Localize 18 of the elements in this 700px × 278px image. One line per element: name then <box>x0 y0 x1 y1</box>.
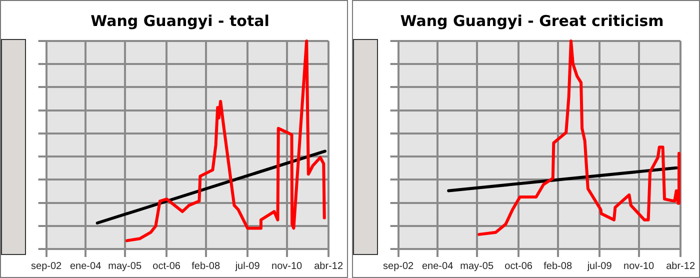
chart-title: Wang Guangyi - total <box>90 12 270 30</box>
x-tick-label: oct-06 <box>504 260 533 272</box>
x-tick-label: may-05 <box>460 260 494 272</box>
x-tick-label: abr-12 <box>666 260 696 272</box>
x-tick-label: feb-08 <box>192 260 220 272</box>
x-tick-label: nov-10 <box>624 260 655 272</box>
x-tick-label: ene-04 <box>422 260 454 272</box>
x-tick-label: may-05 <box>108 260 142 272</box>
x-tick-label: jul-09 <box>234 260 260 272</box>
x-tick-label: feb-08 <box>544 260 572 272</box>
x-tick-label: jul-09 <box>586 260 612 272</box>
chart-title: Wang Guangyi - Great criticism <box>400 12 664 30</box>
x-tick-label: ene-04 <box>70 260 102 272</box>
x-tick-label: sep-02 <box>31 260 62 272</box>
x-tick-label: nov-10 <box>272 260 303 272</box>
x-tick-label: oct-06 <box>152 260 181 272</box>
x-tick-label: abr-12 <box>314 260 344 272</box>
x-tick-label: sep-02 <box>383 260 414 272</box>
